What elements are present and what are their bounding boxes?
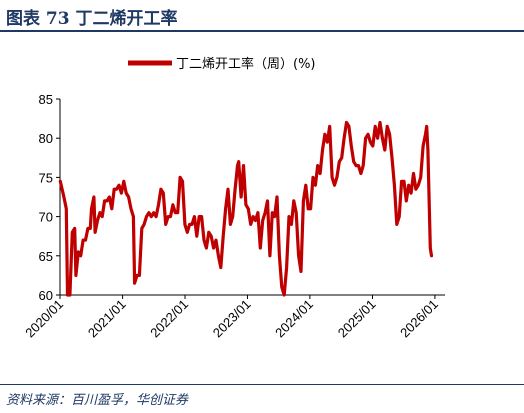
x-tick-label: 2024/01 — [272, 297, 316, 341]
line-chart: 丁二烯开工率（周）(%) 60 65 70 75 80 85 2020/01 2021/01 2… — [22, 56, 445, 341]
y-tick-label: 80 — [39, 131, 53, 146]
x-tick-label: 2026/01 — [397, 297, 441, 341]
source-rule — [0, 384, 524, 385]
legend: 丁二烯开工率（周）(%) — [128, 56, 316, 72]
legend-label: 丁二烯开工率（周）(%) — [176, 56, 316, 72]
source-note: 资料来源：百川盈孚，华创证券 — [6, 393, 189, 408]
figure-title: 图表 73 丁二烯开工率 — [6, 9, 178, 29]
series-line — [58, 120, 434, 297]
y-tick-label: 85 — [39, 92, 53, 107]
y-tick-label: 65 — [39, 249, 53, 264]
y-tick-label: 60 — [39, 288, 53, 303]
x-tick-label: 2023/01 — [210, 297, 254, 341]
axes — [56, 98, 445, 299]
y-tick-label: 75 — [39, 170, 53, 185]
title-rule — [0, 30, 524, 32]
x-tick-label: 2022/01 — [147, 297, 191, 341]
y-tick-label: 70 — [39, 210, 53, 225]
x-tick-label: 2021/01 — [85, 297, 129, 341]
x-tick-label: 2020/01 — [22, 297, 66, 341]
x-tick-label: 2025/01 — [335, 297, 379, 341]
